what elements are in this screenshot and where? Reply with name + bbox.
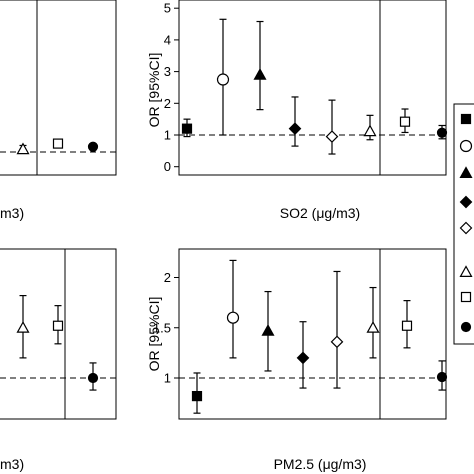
data-point	[296, 351, 310, 365]
y-tick-label: 2	[164, 96, 171, 111]
data-point	[363, 124, 377, 137]
data-point	[436, 371, 448, 383]
data-point	[216, 73, 230, 86]
data-point	[16, 321, 30, 333]
data-point	[436, 127, 448, 138]
panel-frame-bottom-left	[0, 248, 117, 420]
data-point	[226, 311, 240, 324]
y-tick-label: 4	[164, 32, 171, 47]
data-point	[366, 321, 380, 333]
panel-frame-top-left	[0, 0, 117, 176]
data-point	[399, 116, 411, 127]
y-tick-label: 1.5	[153, 320, 171, 335]
marks-layer	[16, 18, 448, 414]
y-tick-label: 0	[164, 159, 171, 174]
y-tick-label: 2	[164, 270, 171, 285]
xlabel-bottom-right: PM2.5 (μg/m3)	[274, 456, 367, 472]
data-point	[87, 372, 99, 384]
data-point	[16, 142, 30, 155]
data-point	[330, 335, 344, 349]
filled-diamond-icon	[459, 195, 473, 209]
data-point	[325, 130, 339, 143]
xlabel-top-left: m3)	[0, 205, 24, 221]
panel-frame-top-right	[178, 0, 447, 176]
axes-layer: 0 1 2 3 4 5 1 1.5 2	[0, 1, 446, 386]
legend	[459, 113, 473, 333]
open-diamond-icon	[459, 221, 473, 235]
data-point	[181, 123, 193, 134]
data-point	[253, 68, 267, 80]
data-point	[401, 320, 413, 331]
y-tick-label: 5	[164, 1, 171, 16]
xlabel-bottom-left: m3)	[0, 456, 24, 472]
open-triangle-icon	[459, 265, 473, 277]
open-circle-icon	[459, 139, 473, 153]
filled-triangle-icon	[459, 166, 473, 178]
open-square-icon	[460, 291, 472, 303]
panel-frame-bottom-right	[178, 248, 447, 420]
y-tick-label: 3	[164, 64, 171, 79]
data-point	[52, 138, 64, 149]
ylabel-top-right: OR [95%CI]	[146, 53, 162, 128]
data-point	[191, 390, 203, 402]
ylabel-bottom-right: OR [95%CI]	[146, 297, 162, 372]
data-point	[261, 324, 275, 336]
filled-circle-icon	[460, 321, 472, 333]
filled-square-icon	[460, 113, 472, 125]
y-tick-label: 1	[164, 371, 171, 386]
xlabel-top-right: SO2 (μg/m3)	[280, 205, 360, 221]
data-point	[52, 320, 64, 331]
data-point	[288, 122, 302, 136]
data-point	[87, 141, 99, 152]
y-tick-label: 1	[164, 128, 171, 143]
